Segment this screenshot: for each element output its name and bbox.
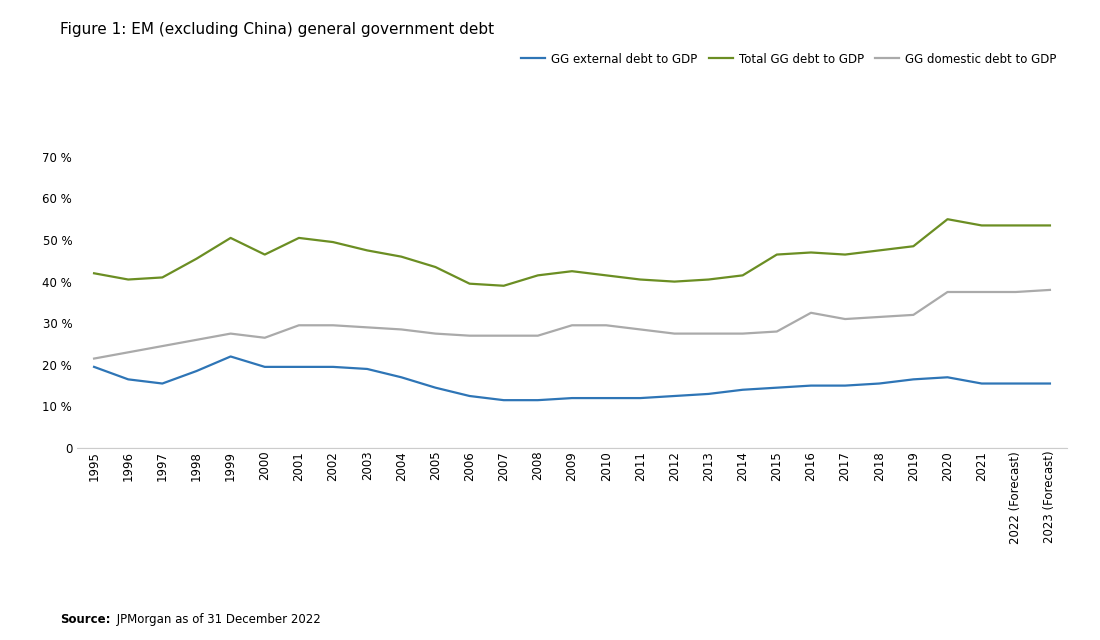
Legend: GG external debt to GDP, Total GG debt to GDP, GG domestic debt to GDP: GG external debt to GDP, Total GG debt t… <box>517 48 1062 70</box>
Text: Source:: Source: <box>60 613 111 626</box>
Text: Figure 1: EM (excluding China) general government debt: Figure 1: EM (excluding China) general g… <box>60 22 495 37</box>
Text: JPMorgan as of 31 December 2022: JPMorgan as of 31 December 2022 <box>113 613 321 626</box>
